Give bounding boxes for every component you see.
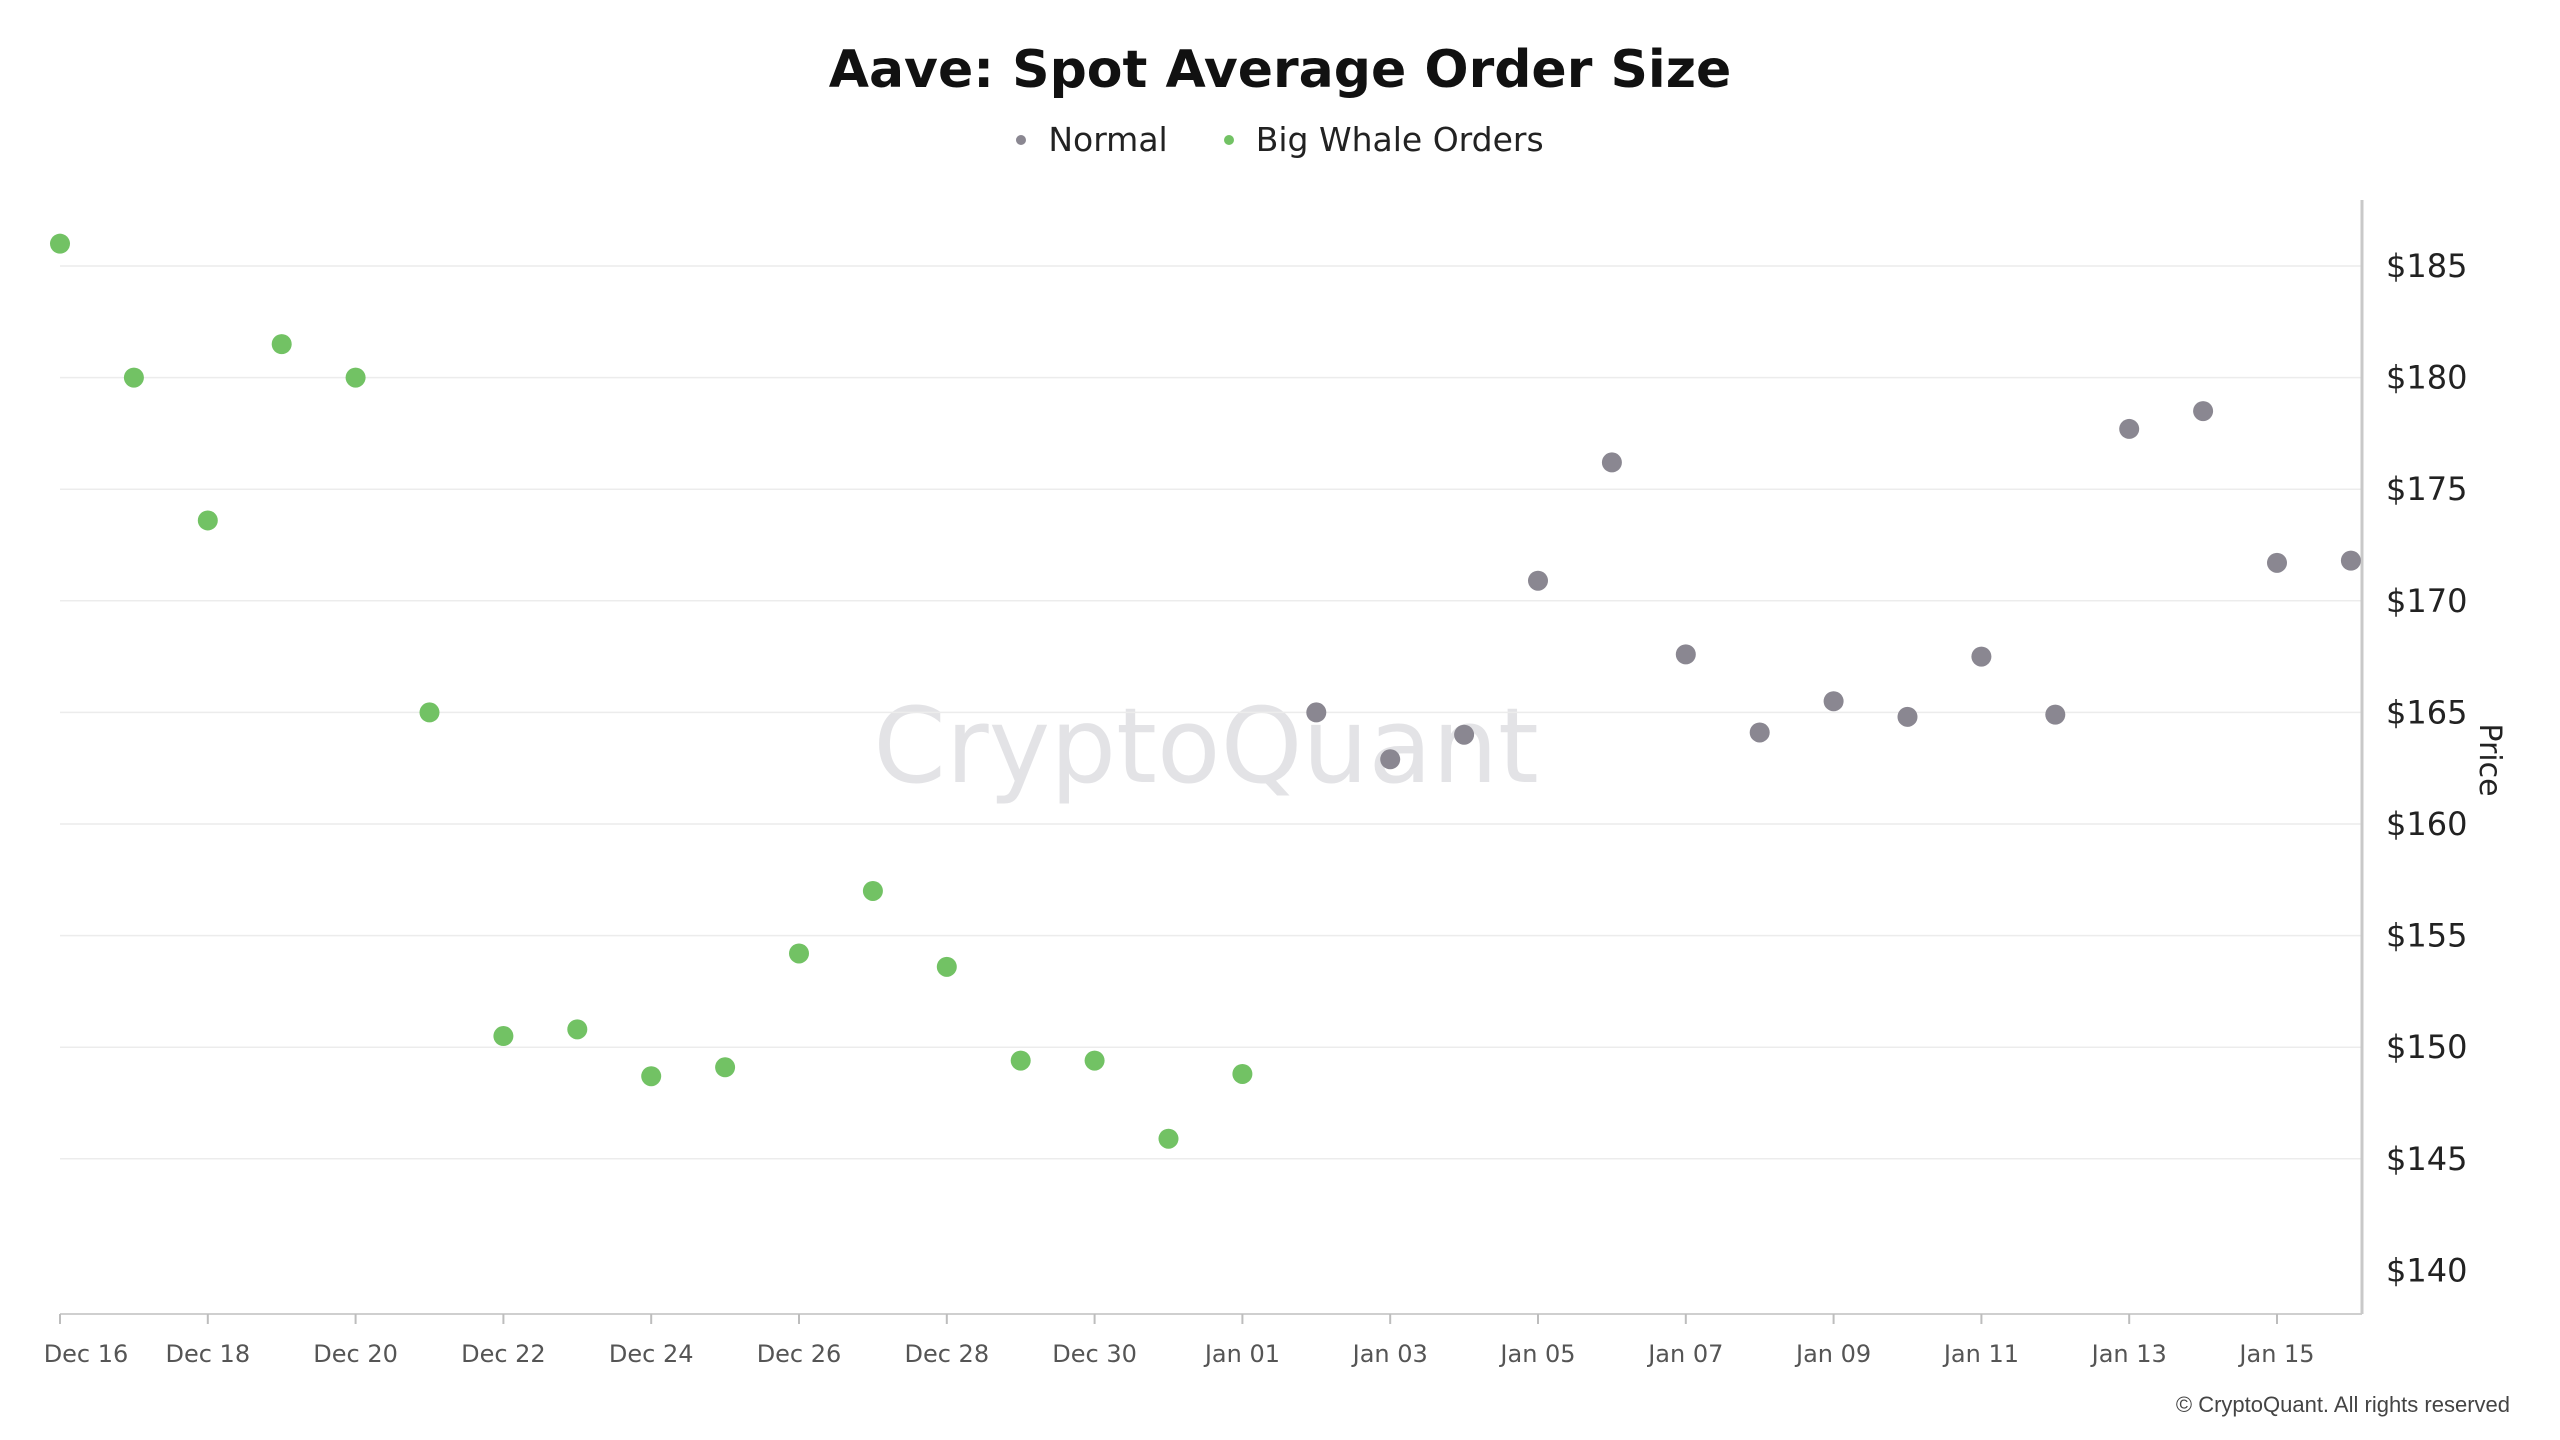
normal-point[interactable] (2119, 418, 2140, 439)
watermark-text: CryptoQuant (873, 685, 1539, 807)
legend-dot-big-whale (1223, 134, 1234, 145)
y-tick-label: $170 (2386, 582, 2467, 620)
x-tick-label: Dec 26 (757, 1340, 842, 1368)
x-tick-label: Dec 24 (609, 1340, 694, 1368)
y-tick-label: $165 (2386, 693, 2467, 731)
big-whale-point[interactable] (862, 880, 883, 901)
x-tick-label: Jan 15 (2237, 1340, 2314, 1368)
x-tick-label: Dec 18 (165, 1340, 250, 1368)
big-whale-point[interactable] (1010, 1050, 1031, 1071)
y-tick-label: $175 (2386, 470, 2467, 508)
big-whale-point[interactable] (345, 367, 366, 388)
y-axis-title: Price (2472, 723, 2507, 796)
x-tick-label: Jan 01 (1203, 1340, 1280, 1368)
big-whale-point[interactable] (1158, 1128, 1179, 1149)
normal-point[interactable] (2193, 401, 2214, 422)
normal-point[interactable] (1528, 570, 1548, 591)
x-tick-label: Dec 20 (313, 1340, 398, 1368)
x-tick-label: Jan 09 (1794, 1340, 1871, 1368)
normal-point[interactable] (1380, 749, 1401, 770)
big-whale-point[interactable] (789, 943, 809, 964)
normal-point[interactable] (1897, 706, 1918, 727)
x-tick-label: Dec 30 (1052, 1340, 1137, 1368)
normal-point[interactable] (2340, 550, 2361, 571)
legend-item-big-whale[interactable]: Big Whale Orders (1223, 120, 1544, 159)
big-whale-point[interactable] (271, 334, 292, 355)
normal-point[interactable] (2045, 704, 2066, 725)
y-tick-label: $180 (2386, 359, 2467, 397)
big-whale-point[interactable] (1232, 1063, 1253, 1084)
y-tick-label: $155 (2386, 917, 2467, 955)
big-whale-point[interactable] (936, 956, 957, 977)
big-whale-point[interactable] (1084, 1050, 1105, 1071)
legend: Normal Big Whale Orders (0, 120, 2560, 159)
y-tick-label: $145 (2386, 1140, 2467, 1178)
x-tick-label: Jan 13 (2090, 1340, 2167, 1368)
y-tick-label: $185 (2386, 247, 2467, 285)
big-whale-point[interactable] (197, 510, 218, 531)
normal-point[interactable] (2267, 552, 2287, 573)
big-whale-point[interactable] (715, 1057, 736, 1078)
x-tick-label: Jan 07 (1646, 1340, 1723, 1368)
legend-item-normal[interactable]: Normal (1016, 120, 1168, 159)
y-tick-label: $160 (2386, 805, 2467, 843)
copyright-text: © CryptoQuant. All rights reserved (2175, 1392, 2510, 1417)
x-tick-label: Jan 11 (1942, 1340, 2019, 1368)
big-whale-point[interactable] (123, 367, 144, 388)
normal-point[interactable] (1306, 702, 1327, 723)
x-tick-label: Dec 22 (461, 1340, 546, 1368)
big-whale-point[interactable] (567, 1019, 588, 1040)
normal-point[interactable] (1601, 452, 1622, 473)
big-whale-point[interactable] (50, 233, 70, 254)
normal-point[interactable] (1823, 691, 1844, 712)
x-tick-label: Jan 03 (1351, 1340, 1428, 1368)
normal-point[interactable] (1454, 724, 1475, 745)
y-tick-label: $150 (2386, 1028, 2467, 1066)
normal-point[interactable] (1675, 644, 1696, 665)
x-tick-label: Dec 16 (44, 1340, 129, 1368)
legend-label-normal: Normal (1048, 120, 1168, 159)
legend-label-big-whale: Big Whale Orders (1255, 120, 1544, 159)
normal-point[interactable] (1749, 722, 1770, 743)
big-whale-point[interactable] (641, 1066, 662, 1087)
legend-dot-normal (1016, 134, 1027, 145)
y-tick-label: $140 (2386, 1251, 2467, 1289)
x-tick-label: Dec 28 (904, 1340, 989, 1368)
big-whale-point[interactable] (419, 702, 440, 723)
big-whale-point[interactable] (493, 1026, 514, 1047)
chart-title: Aave: Spot Average Order Size (828, 40, 1732, 100)
normal-point[interactable] (1971, 646, 1992, 667)
x-tick-label: Jan 05 (1498, 1340, 1575, 1368)
